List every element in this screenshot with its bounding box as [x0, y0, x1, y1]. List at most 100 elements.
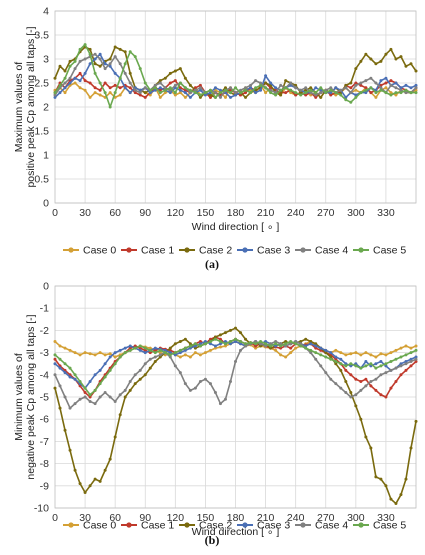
data-point [379, 352, 383, 356]
x-tick-label: 270 [317, 207, 335, 219]
legend-label: Case 2 [199, 245, 232, 257]
data-point [324, 355, 328, 359]
data-point [108, 105, 112, 109]
data-point [379, 359, 383, 363]
data-point [143, 373, 147, 377]
data-point [88, 379, 92, 383]
legend: Case 0 Case 1 Case 2 Case 3 Case 4 Case 5 [63, 520, 406, 532]
data-point [198, 340, 202, 343]
data-point [213, 335, 217, 339]
data-point [218, 345, 222, 349]
series-case-5 [53, 337, 418, 397]
data-point [228, 340, 232, 343]
data-point [73, 59, 77, 63]
y-tick-label: -3 [40, 347, 49, 359]
data-point [359, 366, 363, 370]
data-point [138, 348, 142, 352]
data-point [128, 71, 132, 75]
data-point [319, 353, 323, 357]
data-point [108, 57, 112, 61]
data-point [359, 83, 363, 87]
legend-label: Case 1 [141, 520, 174, 532]
data-point [113, 55, 117, 59]
data-point [389, 351, 393, 355]
data-point [58, 406, 62, 410]
data-point [259, 83, 263, 87]
data-point [53, 357, 57, 361]
data-point [103, 391, 107, 395]
y-tick-label: -6 [40, 414, 49, 426]
legend-label: Case 1 [141, 245, 174, 257]
data-point [344, 379, 348, 383]
data-point [198, 379, 202, 383]
data-point [264, 342, 268, 346]
data-point [339, 368, 343, 372]
data-point [83, 71, 87, 75]
data-point [344, 362, 348, 366]
data-point [68, 366, 72, 370]
data-point [379, 86, 383, 90]
data-point [53, 362, 57, 366]
x-tick-label: 120 [167, 512, 185, 524]
legend-swatch-marker [300, 247, 306, 253]
data-point [53, 353, 57, 357]
data-point [88, 81, 92, 85]
data-point [304, 91, 308, 95]
data-point [364, 384, 368, 388]
data-point [404, 359, 408, 363]
data-point [279, 342, 283, 346]
data-point [88, 393, 92, 397]
legend-label: Case 4 [315, 520, 348, 532]
legend-item: Case 5 [353, 245, 406, 257]
data-point [93, 86, 97, 90]
data-point [304, 337, 308, 341]
data-point [98, 479, 102, 483]
data-point [334, 359, 338, 363]
data-point [369, 446, 373, 450]
data-point [93, 57, 97, 61]
data-point [414, 69, 418, 73]
data-point [239, 91, 243, 95]
y-tick-label: -2 [40, 325, 49, 337]
x-tick-label: 60 [109, 512, 121, 524]
data-point [133, 55, 137, 59]
data-point [354, 83, 358, 87]
data-point [244, 337, 248, 341]
data-point [228, 91, 232, 95]
data-point [344, 391, 348, 395]
data-point [374, 362, 378, 366]
data-point [334, 86, 338, 90]
data-point [359, 417, 363, 421]
y-axis-label-line: Maximum values of [13, 62, 25, 153]
data-point [78, 47, 82, 51]
data-point [334, 357, 338, 361]
data-point [83, 351, 87, 355]
data-point [108, 352, 112, 356]
data-point [188, 344, 192, 348]
data-point [409, 446, 413, 450]
data-point [68, 406, 72, 410]
legend-label: Case 0 [83, 520, 116, 532]
data-point [193, 386, 197, 390]
data-point [369, 362, 373, 366]
data-point [183, 91, 187, 95]
data-point [88, 95, 92, 99]
data-point [163, 348, 167, 352]
data-point [279, 83, 283, 87]
data-point [63, 346, 67, 350]
data-point [183, 86, 187, 90]
data-point [178, 348, 182, 352]
data-point [414, 83, 418, 87]
data-point [414, 359, 418, 363]
legend-label: Case 5 [373, 520, 406, 532]
data-point [389, 93, 393, 97]
data-point [389, 79, 393, 83]
data-point [93, 388, 97, 392]
data-point [158, 86, 162, 90]
data-point [374, 366, 378, 370]
data-point [314, 351, 318, 355]
data-point [409, 346, 413, 350]
data-point [299, 340, 303, 343]
data-point [414, 355, 418, 359]
